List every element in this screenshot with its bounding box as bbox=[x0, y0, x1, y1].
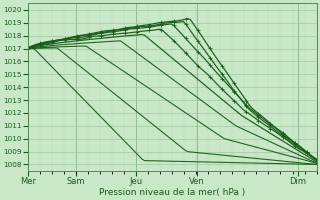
X-axis label: Pression niveau de la mer( hPa ): Pression niveau de la mer( hPa ) bbox=[99, 188, 245, 197]
